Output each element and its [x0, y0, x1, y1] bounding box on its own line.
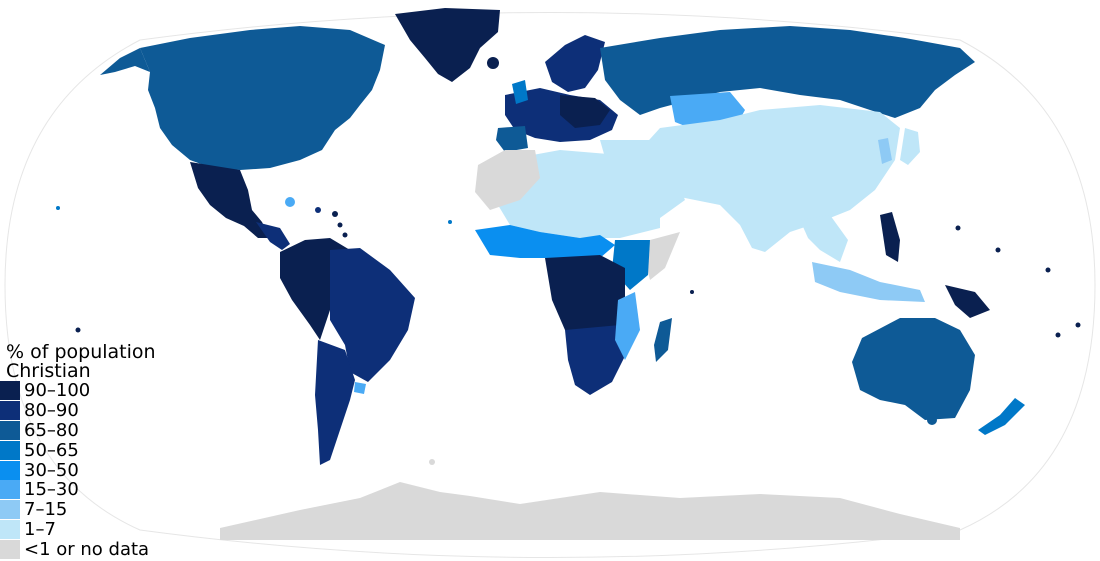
- region-sahel: [475, 225, 615, 258]
- island-hawaii: [56, 206, 60, 210]
- island-atlantic-1: [448, 220, 452, 224]
- island-pacific-2: [955, 225, 961, 231]
- region-uruguay: [354, 382, 366, 394]
- region-scandinavia: [545, 35, 605, 92]
- legend-swatch: [0, 420, 20, 440]
- legend-swatch: [0, 480, 20, 500]
- region-southeast-asia: [800, 215, 848, 262]
- region-iberia: [496, 126, 528, 152]
- region-asia-light: [640, 105, 900, 252]
- region-western-sahara: [475, 150, 540, 210]
- region-southern-cone: [315, 340, 355, 465]
- region-southern-africa: [565, 325, 628, 395]
- island-caribbean-4: [342, 232, 348, 238]
- island-caribbean-1: [315, 207, 321, 213]
- legend-swatch: [0, 500, 20, 520]
- legend-swatch: [0, 401, 20, 421]
- island-cuba: [285, 197, 295, 207]
- legend-item: 7–15: [0, 500, 200, 520]
- legend-item: 30–50: [0, 460, 200, 480]
- legend-item: 1–7: [0, 518, 200, 540]
- region-brazil: [330, 248, 415, 382]
- region-greenland: [395, 8, 500, 82]
- island-south-atlantic: [429, 459, 435, 465]
- region-korea: [878, 138, 892, 164]
- region-mexico: [190, 162, 270, 238]
- island-iceland: [487, 57, 499, 69]
- legend-label: 7–15: [24, 499, 68, 521]
- region-madagascar: [654, 318, 672, 362]
- island-pacific-5: [1075, 322, 1081, 328]
- island-pacific-6: [1055, 332, 1061, 338]
- legend-swatch: [0, 539, 20, 559]
- legend-label: 65–80: [24, 419, 79, 441]
- legend-swatch: [0, 460, 20, 480]
- island-caribbean-2: [332, 211, 338, 217]
- legend-label: 80–90: [24, 400, 79, 422]
- island-caribbean-3: [337, 222, 343, 228]
- legend-item: 80–90: [0, 401, 200, 421]
- island-tasmania: [927, 415, 937, 425]
- island-pacific-4: [1045, 267, 1051, 273]
- region-central-america: [256, 222, 290, 250]
- legend-item: 15–30: [0, 480, 200, 500]
- legend-list: 90–100 80–90 65–80 50–65 30–50 15–30 7–15 1–7 <1…: [0, 381, 200, 559]
- region-papua-new-guinea: [945, 285, 990, 318]
- region-central-europe: [560, 95, 610, 128]
- legend-swatch: [0, 440, 20, 460]
- legend-label: 1–7: [24, 518, 56, 540]
- region-new-zealand: [978, 398, 1025, 435]
- legend-title-line2: Christian: [6, 360, 91, 382]
- region-indonesia: [812, 262, 925, 302]
- region-japan: [900, 128, 920, 165]
- legend-item: <1 or no data: [0, 539, 200, 559]
- region-philippines: [880, 212, 900, 262]
- legend-label: <1 or no data: [24, 538, 150, 560]
- legend-title-line1: % of population: [6, 341, 156, 363]
- legend-item: 50–65: [0, 440, 200, 460]
- region-north-america: [140, 26, 385, 170]
- legend-swatch: [0, 381, 20, 401]
- region-mozambique: [615, 292, 640, 360]
- legend-label: 90–100: [24, 380, 91, 402]
- island-pacific-1: [75, 327, 81, 333]
- legend-swatch: [0, 519, 20, 539]
- region-horn-of-africa: [645, 232, 680, 280]
- legend-label: 15–30: [24, 479, 79, 501]
- island-pacific-3: [995, 247, 1001, 253]
- legend: % of population Christian 90–100 80–90 65–…: [0, 343, 200, 559]
- legend-item: 90–100: [0, 381, 200, 401]
- region-antarctica: [220, 482, 960, 540]
- legend-label: 50–65: [24, 439, 79, 461]
- island-indian-ocean-1: [690, 290, 694, 294]
- legend-label: 30–50: [24, 459, 79, 481]
- region-central-africa: [545, 255, 625, 340]
- region-british-isles: [512, 80, 528, 104]
- region-australia: [852, 318, 975, 420]
- legend-item: 65–80: [0, 419, 200, 441]
- region-alaska: [100, 48, 150, 75]
